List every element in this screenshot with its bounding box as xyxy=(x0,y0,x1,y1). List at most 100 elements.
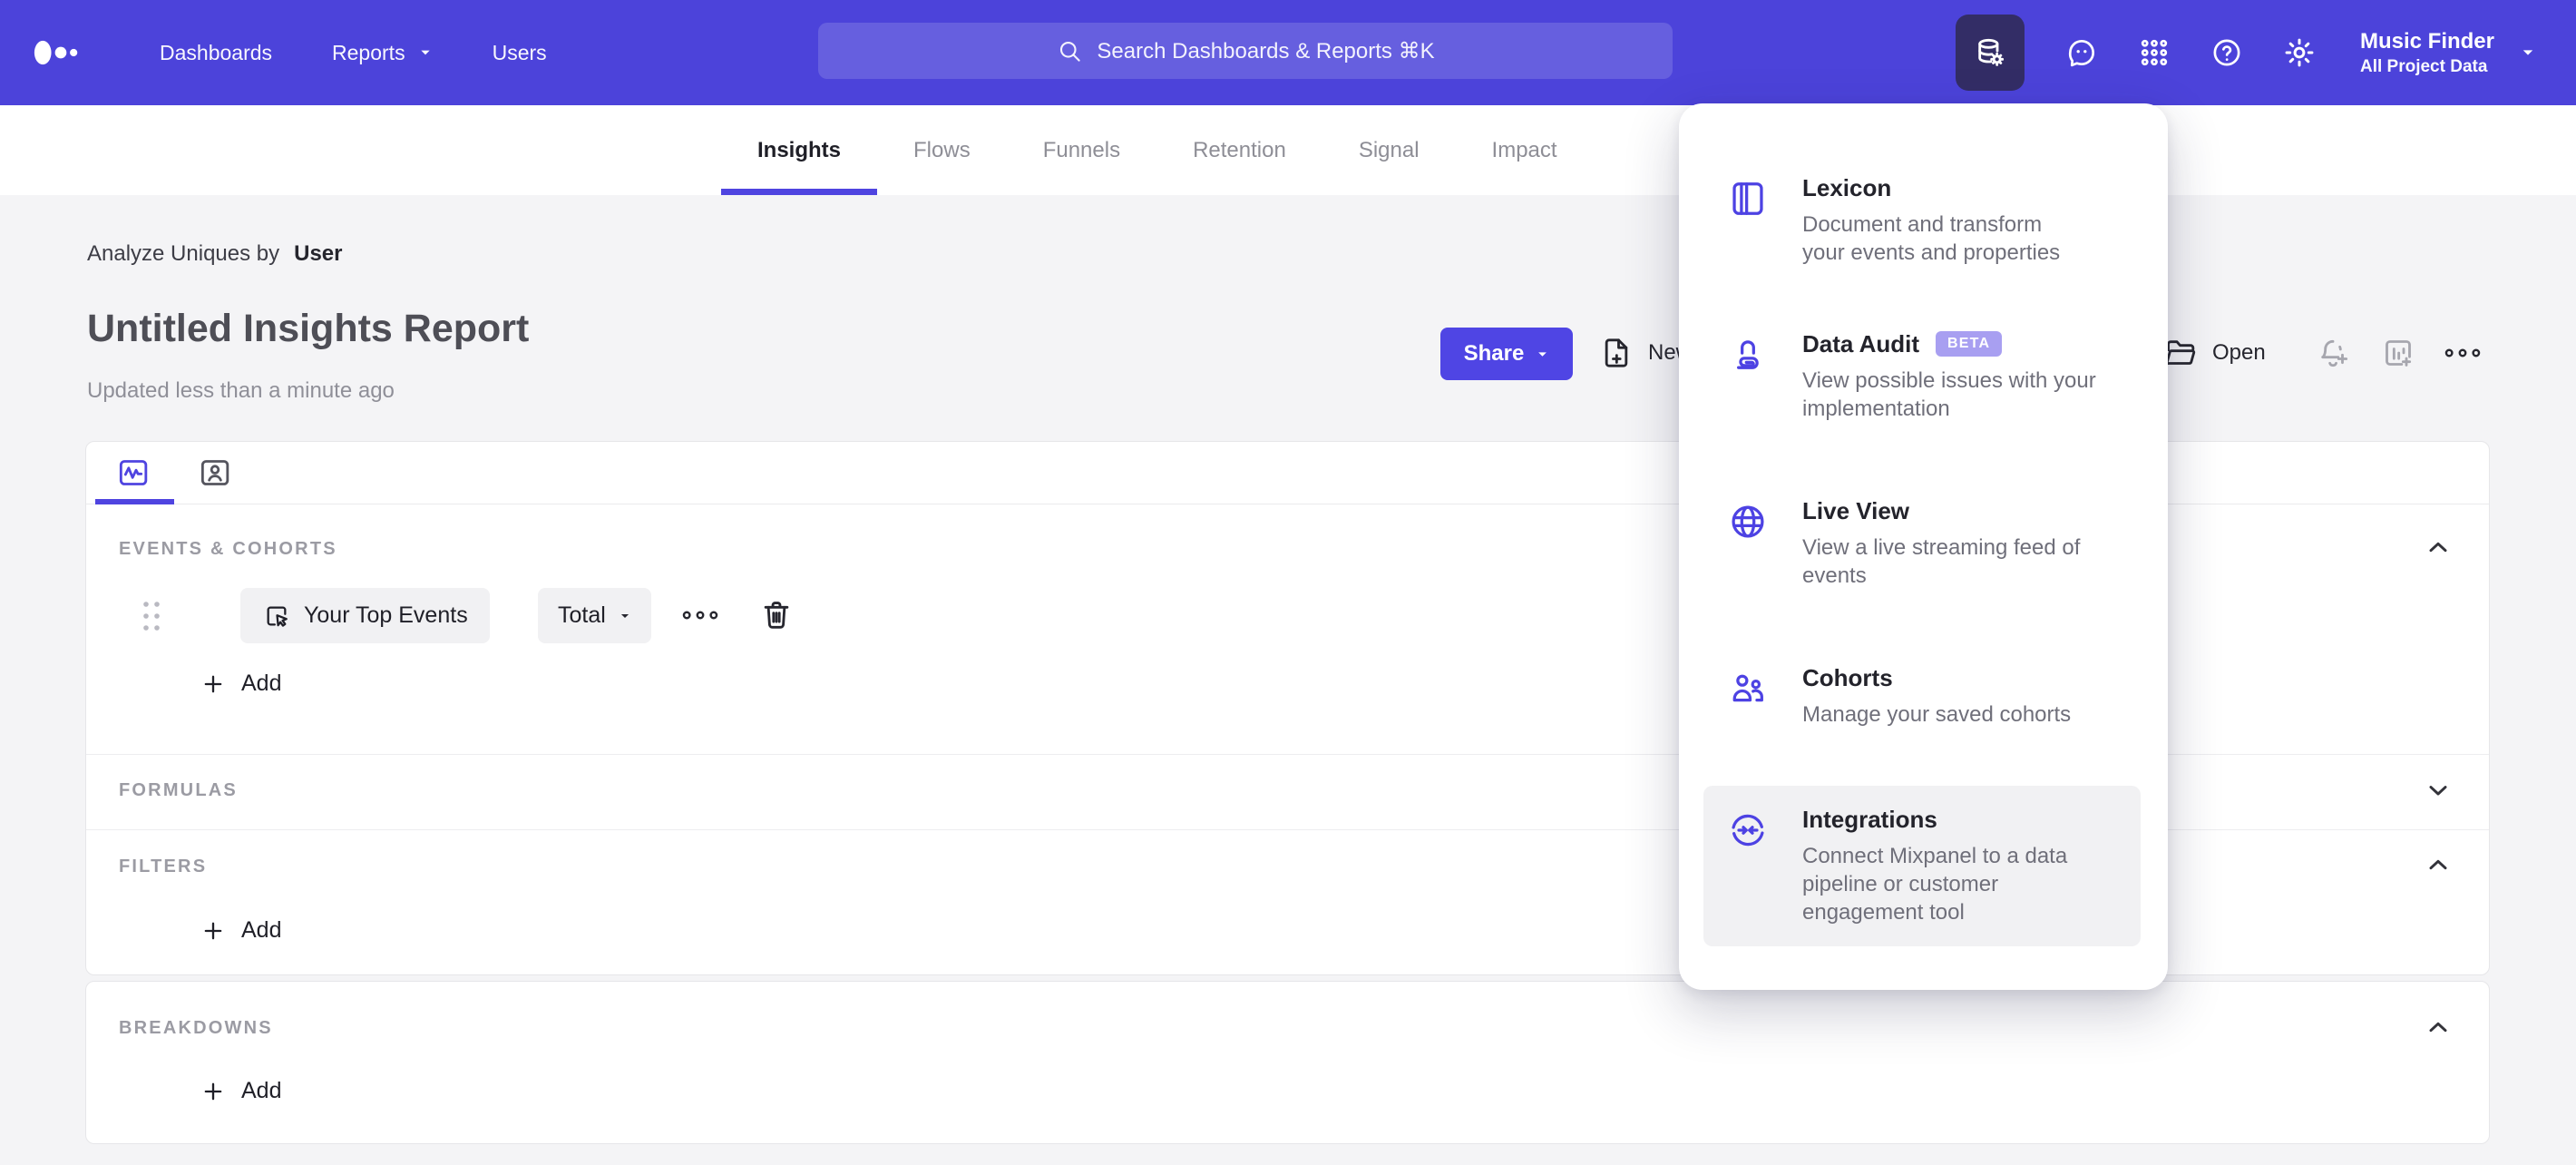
nav-item-dashboards[interactable]: Dashboards xyxy=(160,41,272,65)
nav-item-label: Dashboards xyxy=(160,40,273,64)
menu-item-description: View possible issues with your implement… xyxy=(1802,368,2096,421)
tab-label: Flows xyxy=(913,137,971,162)
tab-label: Insights xyxy=(757,137,842,162)
event-cursor-icon xyxy=(267,606,288,627)
menu-item-description: Document and transform your events and p… xyxy=(1802,212,2061,265)
tab-label: Retention xyxy=(1193,137,1286,162)
plus-icon xyxy=(204,675,222,692)
page-title[interactable]: Untitled Insights Report xyxy=(87,307,530,350)
folder-open-icon xyxy=(2165,340,2196,365)
menu-item-description: Manage your saved cohorts xyxy=(1802,702,2072,727)
filters-section-label: FILTERS xyxy=(119,857,208,876)
menu-item-description: Connect Mixpanel to a data pipeline or c… xyxy=(1802,844,2068,925)
metric-dropdown-pill[interactable]: Total xyxy=(538,588,651,643)
tab-flows[interactable]: Flows xyxy=(913,105,971,195)
menu-item-lexicon[interactable]: Lexicon Document and transform your even… xyxy=(1703,154,2141,287)
tab-label: Funnels xyxy=(1042,137,1121,162)
help-icon[interactable] xyxy=(2210,35,2244,70)
event-row-more-icon[interactable] xyxy=(681,603,719,627)
drag-handle-icon[interactable] xyxy=(138,598,165,634)
menu-item-title: Cohorts xyxy=(1802,664,1893,691)
chevron-down-icon xyxy=(2522,50,2533,55)
nav-links: Dashboards Reports Users xyxy=(160,0,547,105)
apps-grid-icon[interactable] xyxy=(2137,35,2171,70)
active-tab-underline xyxy=(95,499,174,504)
open-report-button[interactable]: Open xyxy=(2162,335,2266,371)
project-name: Music Finder xyxy=(2359,28,2494,54)
tab-funnels[interactable]: Funnels xyxy=(1043,105,1120,195)
formulas-section-label: FORMULAS xyxy=(119,780,238,800)
add-to-dashboard-icon[interactable] xyxy=(2380,335,2416,371)
menu-item-title: Lexicon xyxy=(1802,174,1892,201)
menu-item-data-audit[interactable]: Data Audit BETA View possible issues wit… xyxy=(1703,310,2141,443)
profiles-tab-icon[interactable] xyxy=(197,455,233,491)
document-plus-icon xyxy=(1605,338,1628,367)
menu-item-live-view[interactable]: Live View View a live streaming feed of … xyxy=(1703,477,2141,610)
collapse-events-chevron-up-icon[interactable] xyxy=(2424,533,2453,562)
nav-item-label: Reports xyxy=(332,40,405,64)
tab-label: Signal xyxy=(1358,137,1420,162)
delete-event-trash-icon[interactable] xyxy=(759,598,794,632)
search-placeholder: Search Dashboards & Reports ⌘K xyxy=(1097,38,1435,64)
global-search-input[interactable]: Search Dashboards & Reports ⌘K xyxy=(818,23,1673,79)
collapse-filters-chevron-up-icon[interactable] xyxy=(2424,850,2453,879)
add-event-label: Add xyxy=(241,671,282,696)
data-management-menu: Lexicon Document and transform your even… xyxy=(1679,103,2168,990)
nav-item-users[interactable]: Users xyxy=(493,41,547,65)
menu-item-integrations[interactable]: Integrations Connect Mixpanel to a data … xyxy=(1703,786,2141,946)
events-metrics-tab-icon[interactable] xyxy=(115,455,151,491)
plus-icon xyxy=(204,1082,222,1100)
section-divider xyxy=(86,829,2489,830)
breakdowns-section-label: BREAKDOWNS xyxy=(119,1018,273,1038)
collapse-breakdowns-chevron-up-icon[interactable] xyxy=(2424,1013,2453,1042)
breakdowns-card: BREAKDOWNS Add xyxy=(85,981,2490,1144)
tab-signal[interactable]: Signal xyxy=(1359,105,1420,195)
updated-timestamp: Updated less than a minute ago xyxy=(87,378,395,403)
new-report-button[interactable]: New xyxy=(1598,335,1692,371)
tab-insights[interactable]: Insights xyxy=(720,105,878,195)
settings-gear-icon[interactable] xyxy=(2282,35,2317,70)
builder-tabstrip xyxy=(86,442,2489,504)
add-filter-label: Add xyxy=(241,917,282,943)
nav-item-label: Users xyxy=(492,40,547,64)
project-selector[interactable]: Music Finder All Project Data xyxy=(2360,29,2494,77)
tab-retention[interactable]: Retention xyxy=(1193,105,1286,195)
integrations-sync-icon xyxy=(1732,814,1764,847)
share-button[interactable]: Share xyxy=(1440,328,1573,380)
share-label: Share xyxy=(1463,341,1525,366)
add-event-button[interactable]: Add xyxy=(200,671,281,697)
metric-value: Total xyxy=(558,602,606,628)
more-options-icon[interactable] xyxy=(2444,341,2482,365)
beta-badge: BETA xyxy=(1936,330,2003,357)
open-report-label: Open xyxy=(2212,340,2266,365)
add-breakdown-button[interactable]: Add xyxy=(200,1078,281,1104)
search-icon xyxy=(1060,41,1081,62)
feedback-chat-icon[interactable] xyxy=(2064,35,2099,70)
nav-item-reports[interactable]: Reports xyxy=(332,41,433,65)
tab-label: Impact xyxy=(1491,137,1557,162)
lexicon-notebook-icon xyxy=(1732,182,1763,215)
analyze-value-dropdown[interactable]: User xyxy=(294,241,343,266)
event-selector-pill[interactable]: Your Top Events xyxy=(240,588,490,643)
chevron-down-icon xyxy=(1538,351,1547,357)
chevron-down-icon xyxy=(420,50,430,55)
analyze-uniques-row: Analyze Uniques by User xyxy=(87,241,343,267)
cohorts-people-icon xyxy=(1732,674,1763,702)
database-gear-icon xyxy=(1978,38,2005,66)
add-breakdown-label: Add xyxy=(241,1078,282,1103)
add-filter-button[interactable]: Add xyxy=(200,917,281,944)
menu-item-cohorts[interactable]: Cohorts Manage your saved cohorts xyxy=(1703,644,2141,749)
mixpanel-logo-icon[interactable] xyxy=(33,0,83,105)
alert-bell-plus-icon[interactable] xyxy=(2315,335,2351,371)
tab-impact[interactable]: Impact xyxy=(1492,105,1557,195)
nav-icon-cluster: Music Finder All Project Data xyxy=(1955,0,2536,105)
chevron-down-icon xyxy=(620,613,629,618)
report-tab-bar: Insights Flows Funnels Retention Signal … xyxy=(0,105,2576,195)
menu-item-title: Data Audit xyxy=(1802,330,1920,357)
menu-item-description: View a live streaming feed of events xyxy=(1802,535,2081,588)
data-management-button[interactable] xyxy=(1955,15,2025,91)
menu-item-title: Integrations xyxy=(1802,806,1937,833)
expand-formulas-chevron-down-icon[interactable] xyxy=(2424,776,2453,805)
event-name: Your Top Events xyxy=(304,602,468,628)
